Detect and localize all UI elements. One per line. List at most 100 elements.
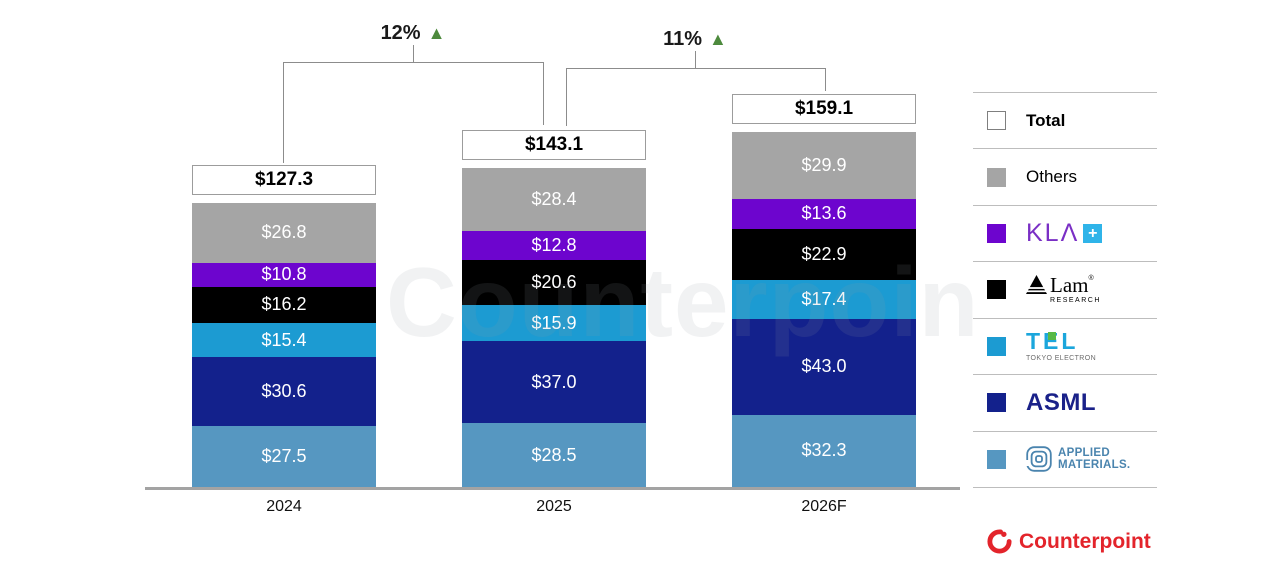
x-tick-2026f: 2026F bbox=[801, 498, 847, 515]
segment-asml: $30.6 bbox=[192, 357, 376, 426]
segment-value-label: $10.8 bbox=[261, 264, 307, 285]
legend-label: Total bbox=[1026, 110, 1066, 130]
bar-segments: $29.9 $13.6 $22.9 $17.4 $43.0 $32.3 bbox=[732, 131, 916, 487]
growth-annotation-2025: 12% ▲ bbox=[313, 22, 513, 45]
segment-tel: $15.4 bbox=[192, 322, 376, 358]
counterpoint-wordmark: Counterpoint bbox=[1019, 529, 1151, 553]
bar-2026f: $159.1 $29.9 $13.6 $22.9 $17.4 $43.0 $32.3 bbox=[732, 93, 916, 487]
applied-materials-logo: APPLIED MATERIALS. bbox=[1026, 446, 1130, 472]
legend-item-kla: KLΛ + bbox=[973, 206, 1157, 263]
bracket-tick bbox=[695, 51, 696, 68]
tel-swatch bbox=[987, 336, 1006, 356]
segment-value-label: $13.6 bbox=[801, 203, 847, 224]
bracket-line bbox=[566, 68, 826, 69]
bar-2025: $143.1 $28.4 $12.8 $20.6 $15.9 $37.0 $28.5 bbox=[462, 129, 646, 488]
segment-value-label: $22.9 bbox=[801, 244, 847, 265]
up-arrow-icon: ▲ bbox=[709, 29, 727, 49]
bar-segments: $26.8 $10.8 $16.2 $15.4 $30.6 $27.5 bbox=[192, 202, 376, 488]
bracket-line bbox=[543, 62, 544, 125]
bracket-line bbox=[825, 68, 826, 91]
segment-others: $28.4 bbox=[462, 167, 646, 231]
lam-wordmark: Lam® RESEARCH bbox=[1050, 273, 1101, 305]
x-tick-2025: 2025 bbox=[536, 498, 572, 515]
legend-item-tel: TEL TOKYO ELECTRON bbox=[973, 319, 1157, 376]
growth-label: 11% bbox=[663, 28, 703, 50]
tel-word: TEL bbox=[1026, 328, 1079, 355]
bracket-line bbox=[566, 68, 567, 126]
bar-2024: $127.3 $26.8 $10.8 $16.2 $15.4 $30.6 $27.5 bbox=[192, 164, 376, 488]
applied-materials-wordmark: APPLIED MATERIALS. bbox=[1058, 447, 1130, 471]
segment-value-label: $15.4 bbox=[261, 329, 307, 350]
x-tick-2024: 2024 bbox=[266, 498, 302, 515]
legend-item-applied-materials: APPLIED MATERIALS. bbox=[973, 432, 1157, 488]
materials-word: MATERIALS. bbox=[1058, 459, 1131, 472]
counterpoint-logo: Counterpoint bbox=[986, 528, 1151, 555]
kla-letters: KLΛ bbox=[1026, 219, 1080, 248]
total-value: $127.3 bbox=[254, 168, 314, 190]
segment-value-label: $27.5 bbox=[261, 445, 307, 466]
kla-swatch bbox=[987, 224, 1006, 244]
segment-value-label: $20.6 bbox=[531, 271, 577, 292]
registered-mark: ® bbox=[1088, 275, 1094, 283]
total-label-2026f: $159.1 bbox=[732, 93, 916, 124]
segment-value-label: $28.4 bbox=[531, 188, 577, 209]
tel-logo: TEL TOKYO ELECTRON bbox=[1026, 328, 1097, 363]
total-value: $159.1 bbox=[794, 97, 854, 119]
segment-value-label: $37.0 bbox=[531, 371, 577, 392]
segment-others: $26.8 bbox=[192, 202, 376, 263]
legend-label: Others bbox=[1026, 167, 1078, 187]
segment-lam-research: $20.6 bbox=[462, 259, 646, 306]
lam-swatch bbox=[987, 280, 1006, 300]
applied-materials-icon bbox=[1026, 446, 1052, 472]
segment-tel: $15.9 bbox=[462, 305, 646, 341]
segment-lam-research: $16.2 bbox=[192, 286, 376, 323]
bracket-line bbox=[283, 62, 544, 63]
segment-asml: $43.0 bbox=[732, 318, 916, 415]
lam-triangle-icon bbox=[1026, 275, 1047, 295]
lam-research-logo: Lam® RESEARCH bbox=[1026, 275, 1101, 304]
growth-annotation-2026: 11% ▲ bbox=[595, 28, 795, 51]
segment-value-label: $32.3 bbox=[801, 440, 847, 461]
segment-value-label: $15.9 bbox=[531, 312, 577, 333]
legend-item-lam-research: Lam® RESEARCH bbox=[973, 262, 1157, 319]
others-swatch bbox=[987, 167, 1006, 187]
segment-asml: $37.0 bbox=[462, 340, 646, 424]
segment-kla: $12.8 bbox=[462, 230, 646, 260]
segment-value-label: $17.4 bbox=[801, 289, 847, 310]
segment-applied-materials: $28.5 bbox=[462, 423, 646, 488]
segment-value-label: $30.6 bbox=[261, 381, 307, 401]
lam-research-sub: RESEARCH bbox=[1050, 297, 1101, 305]
legend-item-total: Total bbox=[973, 93, 1157, 150]
legend-item-asml: ASML bbox=[973, 375, 1157, 432]
bracket-tick bbox=[413, 45, 414, 62]
kla-plus-icon: + bbox=[1083, 224, 1103, 244]
segment-value-label: $28.5 bbox=[531, 444, 577, 465]
bar-segments: $28.4 $12.8 $20.6 $15.9 $37.0 $28.5 bbox=[462, 167, 646, 488]
bracket-line bbox=[283, 62, 284, 163]
asml-swatch bbox=[987, 393, 1006, 413]
tokyo-electron-sub: TOKYO ELECTRON bbox=[1026, 355, 1097, 363]
segment-tel: $17.4 bbox=[732, 280, 916, 319]
up-arrow-icon: ▲ bbox=[427, 23, 446, 43]
segment-others: $29.9 bbox=[732, 131, 916, 199]
total-swatch bbox=[987, 111, 1006, 131]
lam-word: Lam bbox=[1050, 273, 1089, 298]
legend: Total Others KLΛ + Lam® RE bbox=[973, 92, 1157, 488]
total-label-2024: $127.3 bbox=[192, 164, 376, 195]
asml-logo: ASML bbox=[1026, 388, 1096, 416]
segment-kla: $10.8 bbox=[192, 262, 376, 287]
applied-word: APPLIED bbox=[1058, 447, 1110, 460]
legend-item-others: Others bbox=[973, 149, 1157, 206]
kla-logo: KLΛ + bbox=[1026, 219, 1103, 248]
segment-applied-materials: $32.3 bbox=[732, 414, 916, 487]
total-label-2025: $143.1 bbox=[462, 129, 646, 160]
segment-value-label: $12.8 bbox=[531, 234, 577, 255]
total-value: $143.1 bbox=[524, 133, 584, 155]
counterpoint-c-icon bbox=[987, 529, 1012, 554]
growth-label: 12% bbox=[380, 22, 421, 44]
segment-value-label: $29.9 bbox=[801, 154, 847, 175]
segment-value-label: $26.8 bbox=[261, 222, 307, 243]
segment-lam-research: $22.9 bbox=[732, 229, 916, 281]
segment-value-label: $43.0 bbox=[801, 356, 847, 377]
